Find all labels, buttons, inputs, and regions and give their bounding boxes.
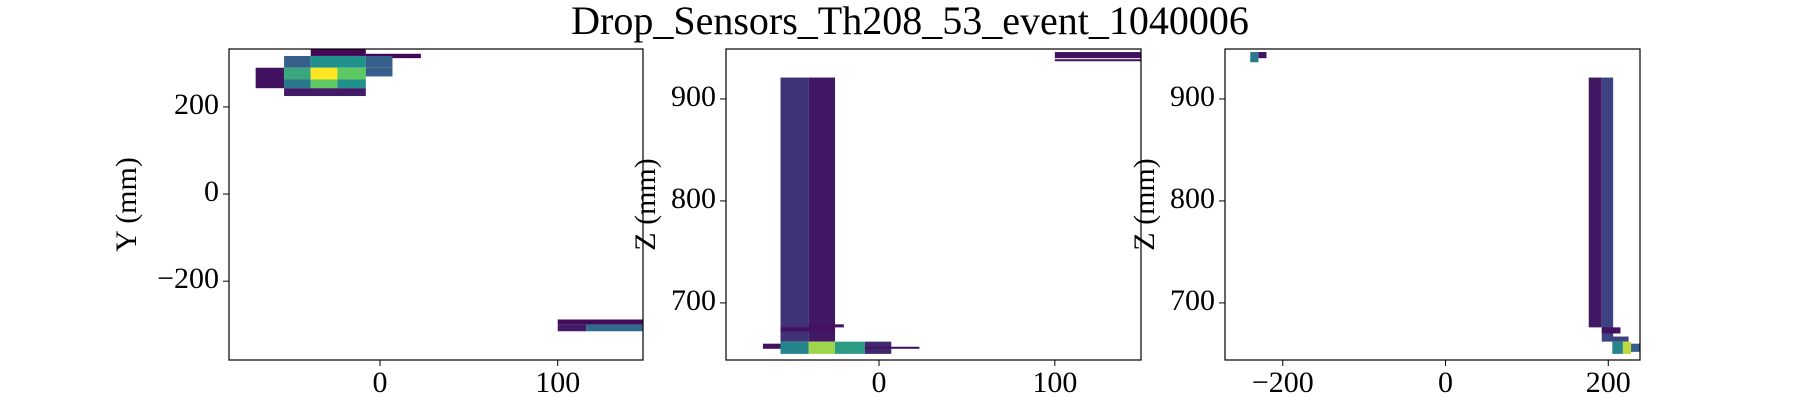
cell bbox=[365, 67, 393, 77]
y-tick-label: 0 bbox=[204, 175, 219, 208]
cell bbox=[310, 79, 338, 89]
cell bbox=[1258, 52, 1267, 59]
cell bbox=[284, 79, 311, 89]
cell bbox=[365, 55, 393, 68]
cell bbox=[557, 319, 643, 325]
cell bbox=[284, 67, 311, 80]
cell bbox=[310, 55, 366, 68]
cell bbox=[1588, 77, 1602, 328]
figure-title: Drop_Sensors_Th208_53_event_1040006 bbox=[571, 0, 1249, 43]
cell bbox=[780, 327, 836, 332]
cell bbox=[365, 53, 421, 59]
cell bbox=[337, 67, 366, 80]
y-tick-label: 700 bbox=[1170, 284, 1215, 317]
cell bbox=[780, 77, 809, 342]
axes-frame bbox=[1224, 48, 1641, 361]
x-tick-label: 0 bbox=[1438, 366, 1453, 399]
cell bbox=[1612, 336, 1629, 342]
cell bbox=[284, 55, 311, 68]
y-tick-label: 700 bbox=[671, 284, 716, 317]
plot-area bbox=[255, 49, 643, 332]
cell bbox=[1631, 343, 1640, 352]
x-tick-label: 100 bbox=[535, 366, 580, 399]
x-tick-label: 0 bbox=[871, 366, 886, 399]
cell bbox=[1054, 52, 1141, 59]
axes-frame bbox=[725, 48, 1142, 361]
plot-area bbox=[762, 52, 1141, 354]
cell bbox=[310, 49, 366, 56]
y-tick-label: 900 bbox=[1170, 80, 1215, 113]
cell bbox=[1250, 52, 1259, 63]
cell bbox=[1612, 341, 1623, 354]
y-tick-label: 800 bbox=[671, 182, 716, 215]
y-axis-label: Z (mm) bbox=[629, 158, 662, 250]
cell bbox=[864, 346, 920, 349]
axes-frame bbox=[228, 48, 644, 361]
cell bbox=[835, 341, 865, 354]
cell bbox=[808, 77, 836, 342]
cell bbox=[337, 79, 366, 89]
cell bbox=[586, 324, 643, 332]
cell bbox=[255, 79, 285, 89]
cell bbox=[808, 324, 844, 328]
cell bbox=[255, 67, 285, 80]
x-tick-label: 200 bbox=[1586, 366, 1631, 399]
y-axis-label: Z (mm) bbox=[1128, 158, 1161, 250]
x-tick-label: −200 bbox=[1252, 366, 1314, 399]
cell bbox=[1622, 341, 1632, 354]
cell bbox=[1601, 77, 1614, 342]
cell bbox=[284, 88, 366, 97]
cell bbox=[1601, 327, 1621, 334]
cell bbox=[762, 343, 781, 349]
cell bbox=[1054, 59, 1141, 62]
plot-area bbox=[1250, 52, 1640, 354]
cell bbox=[310, 67, 338, 80]
y-axis-label: Y (mm) bbox=[110, 157, 143, 252]
y-tick-label: 800 bbox=[1170, 182, 1215, 215]
cell bbox=[780, 341, 809, 354]
y-tick-label: 900 bbox=[671, 80, 716, 113]
cell bbox=[557, 324, 587, 332]
cell bbox=[808, 341, 836, 354]
y-tick-label: −200 bbox=[157, 262, 219, 295]
x-tick-label: 0 bbox=[373, 366, 388, 399]
x-tick-label: 100 bbox=[1032, 366, 1077, 399]
y-tick-label: 200 bbox=[174, 88, 219, 121]
